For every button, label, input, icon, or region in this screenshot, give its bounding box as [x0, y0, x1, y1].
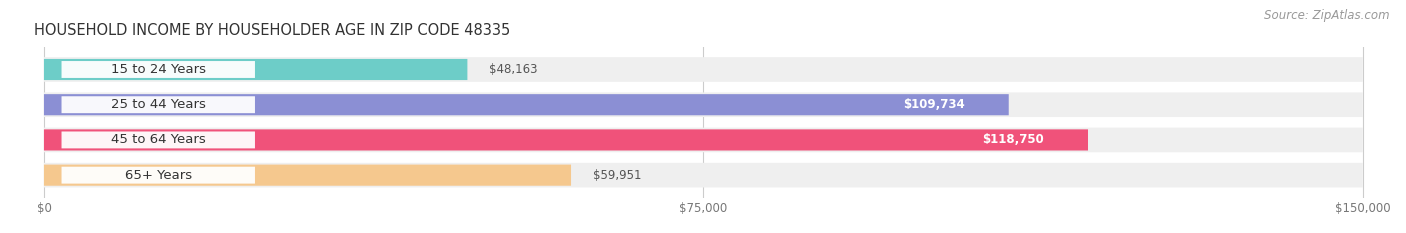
FancyBboxPatch shape — [62, 131, 254, 148]
FancyBboxPatch shape — [44, 164, 571, 186]
FancyBboxPatch shape — [62, 167, 254, 184]
FancyBboxPatch shape — [62, 61, 254, 78]
Text: $48,163: $48,163 — [489, 63, 538, 76]
FancyBboxPatch shape — [44, 128, 1362, 152]
Text: 65+ Years: 65+ Years — [125, 169, 191, 182]
FancyBboxPatch shape — [44, 59, 467, 80]
Text: Source: ZipAtlas.com: Source: ZipAtlas.com — [1264, 9, 1389, 22]
FancyBboxPatch shape — [44, 93, 1362, 117]
FancyBboxPatch shape — [44, 94, 1008, 115]
FancyBboxPatch shape — [62, 96, 254, 113]
Text: 25 to 44 Years: 25 to 44 Years — [111, 98, 205, 111]
Text: HOUSEHOLD INCOME BY HOUSEHOLDER AGE IN ZIP CODE 48335: HOUSEHOLD INCOME BY HOUSEHOLDER AGE IN Z… — [34, 24, 510, 38]
Text: $109,734: $109,734 — [903, 98, 965, 111]
FancyBboxPatch shape — [873, 97, 995, 112]
Text: $118,750: $118,750 — [983, 134, 1045, 146]
Text: $59,951: $59,951 — [593, 169, 641, 182]
FancyBboxPatch shape — [952, 133, 1074, 147]
FancyBboxPatch shape — [44, 163, 1362, 188]
Text: 45 to 64 Years: 45 to 64 Years — [111, 134, 205, 146]
FancyBboxPatch shape — [44, 129, 1088, 151]
FancyBboxPatch shape — [44, 57, 1362, 82]
Text: 15 to 24 Years: 15 to 24 Years — [111, 63, 205, 76]
